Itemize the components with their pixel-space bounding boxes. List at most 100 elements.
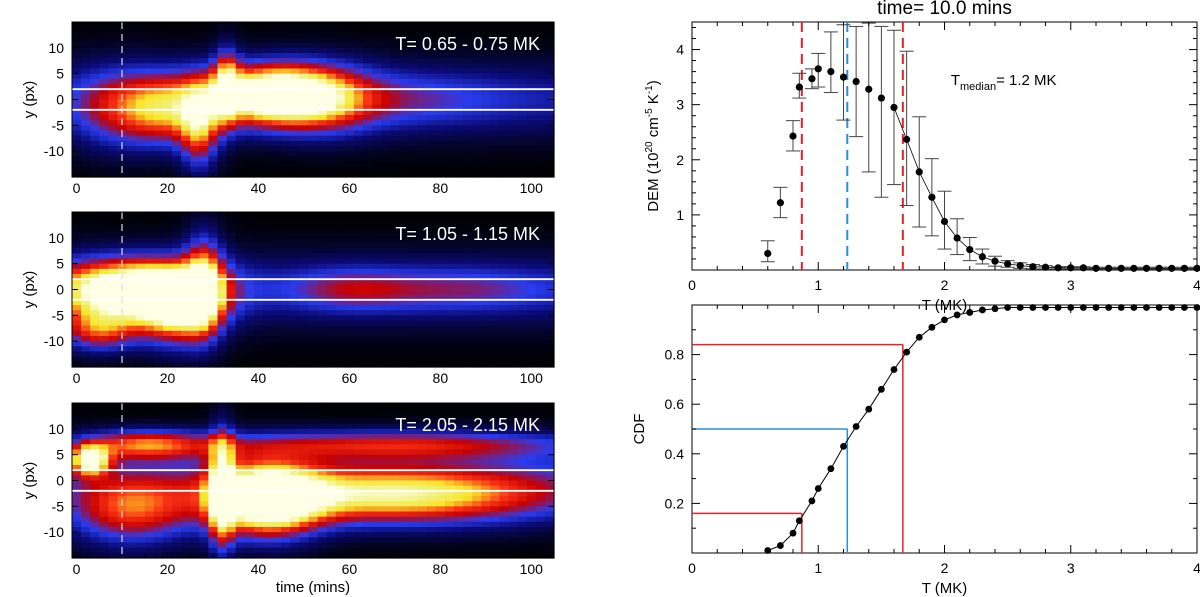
heatmap-cell xyxy=(99,84,109,90)
heatmap-cell xyxy=(335,140,346,147)
heatmap-cell xyxy=(190,351,200,358)
heatmap-cell xyxy=(172,454,182,461)
heatmap-cell xyxy=(472,140,482,147)
heatmap-cell xyxy=(435,341,446,347)
heatmap-cell xyxy=(472,320,482,327)
heatmap-cell xyxy=(199,78,210,85)
heatmap-cell xyxy=(244,532,255,538)
heatmap-cell xyxy=(353,274,364,280)
heatmap-cell xyxy=(153,253,164,260)
heatmap-cell xyxy=(490,403,501,409)
heatmap-cell xyxy=(472,212,482,218)
heatmap-cell xyxy=(135,341,146,347)
heatmap-cell xyxy=(399,146,410,152)
heatmap-cell xyxy=(162,434,173,440)
heatmap-cell xyxy=(253,140,264,147)
heatmap-cell xyxy=(217,527,228,533)
heatmap-cell xyxy=(308,346,319,353)
heatmap-cell xyxy=(135,501,146,507)
heatmap-cell xyxy=(272,480,282,487)
heatmap-cell xyxy=(153,521,164,528)
heatmap-cell xyxy=(390,403,400,409)
heatmap-cell xyxy=(390,423,400,430)
heatmap-cell xyxy=(317,151,328,157)
heatmap-cell xyxy=(72,527,82,533)
heatmap-cell xyxy=(81,403,91,409)
heatmap-cell xyxy=(535,232,546,239)
heatmap-cell xyxy=(208,232,219,239)
heatmap-cell xyxy=(99,104,109,111)
heatmap-cell xyxy=(290,115,300,121)
heatmap-cell xyxy=(281,68,291,75)
heatmap-cell xyxy=(444,156,455,163)
heatmap-cell xyxy=(290,408,300,414)
heatmap-cell xyxy=(381,104,391,111)
heatmap-cell xyxy=(508,151,519,157)
heatmap-cell xyxy=(290,27,300,33)
heatmap-cell xyxy=(99,156,109,163)
heatmap-cell xyxy=(544,284,555,291)
heatmap-cell xyxy=(417,32,428,39)
heatmap-cell xyxy=(153,490,164,497)
heatmap-cell xyxy=(444,237,455,244)
heatmap-cell xyxy=(544,356,555,363)
heatmap-cell xyxy=(162,490,173,497)
heatmap-cell xyxy=(108,274,119,280)
heatmap-cell xyxy=(490,37,501,44)
heatmap-cell xyxy=(453,32,464,39)
heatmap-cell xyxy=(426,222,437,229)
heatmap-cell xyxy=(463,470,473,476)
heatmap-cell xyxy=(72,413,82,420)
heatmap-cell xyxy=(235,459,246,466)
heatmap-cell xyxy=(290,125,300,132)
x-tick-label: 60 xyxy=(342,180,358,196)
heatmap-cell xyxy=(317,361,328,368)
heatmap-cell xyxy=(344,120,355,126)
heatmap-cell xyxy=(408,22,419,28)
heatmap-cell xyxy=(353,284,364,291)
heatmap-cell xyxy=(453,341,464,347)
heatmap-cell xyxy=(526,356,537,363)
heatmap-cell xyxy=(463,434,473,440)
heatmap-cell xyxy=(453,470,464,476)
heatmap-cell xyxy=(299,151,310,157)
heatmap-cell xyxy=(290,315,300,322)
heatmap-cell xyxy=(199,68,210,75)
heatmap-cell xyxy=(381,32,391,39)
heatmap-cell xyxy=(199,166,210,173)
heatmap-cell xyxy=(244,171,255,178)
heatmap-cell xyxy=(417,104,428,111)
heatmap-cell xyxy=(326,78,337,85)
heatmap-cell xyxy=(272,58,282,64)
heatmap-cell xyxy=(408,58,419,64)
heatmap-cell xyxy=(417,552,428,559)
heatmap-cell xyxy=(126,263,137,270)
heatmap-cell xyxy=(90,310,100,316)
heatmap-cell xyxy=(399,496,410,502)
heatmap-cell xyxy=(363,47,373,54)
heatmap-cell xyxy=(90,237,100,244)
heatmap-cell xyxy=(408,428,419,435)
heatmap-cell xyxy=(208,73,219,80)
heatmap-cell xyxy=(544,42,555,49)
heatmap-cell xyxy=(153,423,164,430)
heatmap-cell xyxy=(99,146,109,152)
heatmap-cell xyxy=(317,274,328,280)
heatmap-cell xyxy=(526,511,537,518)
heatmap-cell xyxy=(262,465,273,471)
heatmap-cell xyxy=(253,532,264,538)
heatmap-cell xyxy=(281,73,291,80)
heatmap-cell xyxy=(244,243,255,249)
heatmap-cell xyxy=(417,516,428,523)
heatmap-cell xyxy=(108,37,119,44)
heatmap-cell xyxy=(244,434,255,440)
heatmap-cell xyxy=(326,315,337,322)
heatmap-cell xyxy=(381,465,391,471)
heatmap-cell xyxy=(72,470,82,476)
heatmap-cell xyxy=(463,454,473,461)
heatmap-cell xyxy=(90,73,100,80)
heatmap-cell xyxy=(135,84,146,90)
heatmap-cell xyxy=(353,475,364,482)
heatmap-cell xyxy=(253,454,264,461)
heatmap-cell xyxy=(217,135,228,142)
